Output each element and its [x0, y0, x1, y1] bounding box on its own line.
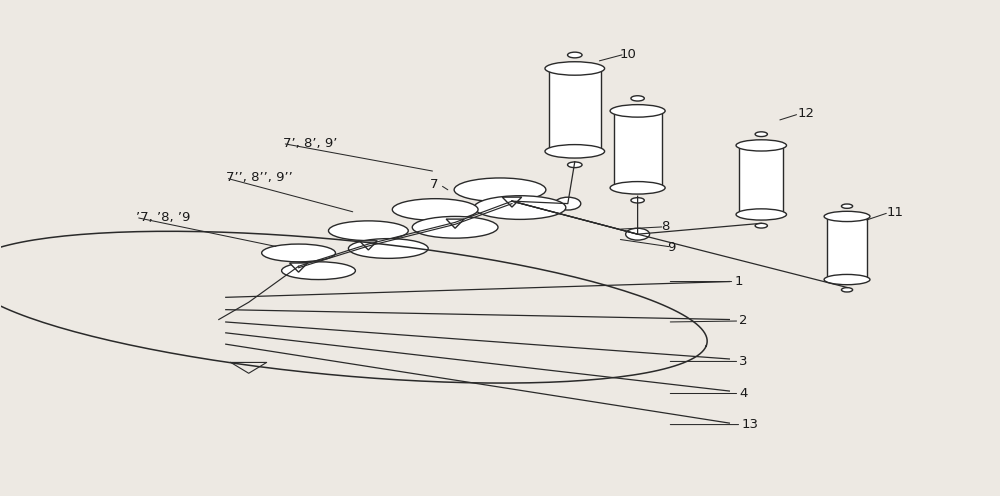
- Text: 13: 13: [741, 418, 758, 431]
- Ellipse shape: [328, 221, 408, 241]
- Text: 9: 9: [668, 241, 676, 253]
- Ellipse shape: [841, 288, 853, 292]
- Ellipse shape: [736, 209, 787, 220]
- Ellipse shape: [755, 223, 767, 228]
- Ellipse shape: [631, 96, 644, 101]
- Ellipse shape: [755, 132, 767, 136]
- Circle shape: [626, 228, 650, 240]
- Ellipse shape: [568, 52, 582, 58]
- Polygon shape: [290, 263, 308, 272]
- Ellipse shape: [474, 196, 566, 219]
- Bar: [739, 145, 783, 214]
- Ellipse shape: [736, 140, 787, 151]
- Ellipse shape: [412, 216, 498, 238]
- Bar: [614, 111, 662, 188]
- Text: 4: 4: [739, 387, 748, 400]
- Text: 7’, 8’, 9’: 7’, 8’, 9’: [283, 137, 337, 150]
- Ellipse shape: [392, 199, 478, 220]
- Ellipse shape: [282, 262, 355, 280]
- Text: 7’’, 8’’, 9’’: 7’’, 8’’, 9’’: [226, 172, 293, 185]
- Ellipse shape: [545, 62, 605, 75]
- Ellipse shape: [545, 145, 605, 158]
- Text: 2: 2: [739, 314, 748, 327]
- Bar: [827, 216, 867, 280]
- Ellipse shape: [262, 244, 335, 262]
- Text: 11: 11: [887, 206, 904, 219]
- Ellipse shape: [610, 182, 665, 194]
- Text: 8: 8: [662, 220, 670, 233]
- Text: ’7, ’8, ’9: ’7, ’8, ’9: [136, 211, 190, 224]
- Text: 1: 1: [734, 275, 743, 288]
- Text: 7: 7: [430, 179, 439, 191]
- Ellipse shape: [824, 274, 870, 285]
- Ellipse shape: [841, 204, 853, 208]
- Text: 10: 10: [620, 48, 637, 61]
- Ellipse shape: [568, 162, 582, 168]
- Ellipse shape: [631, 198, 644, 203]
- Ellipse shape: [610, 105, 665, 117]
- Circle shape: [555, 197, 581, 210]
- Ellipse shape: [824, 211, 870, 222]
- Polygon shape: [446, 219, 464, 228]
- Ellipse shape: [454, 178, 546, 202]
- Polygon shape: [502, 197, 522, 207]
- Polygon shape: [359, 241, 377, 250]
- Ellipse shape: [348, 239, 428, 258]
- Text: 12: 12: [797, 107, 814, 121]
- Bar: [549, 68, 601, 151]
- Text: 3: 3: [739, 355, 748, 368]
